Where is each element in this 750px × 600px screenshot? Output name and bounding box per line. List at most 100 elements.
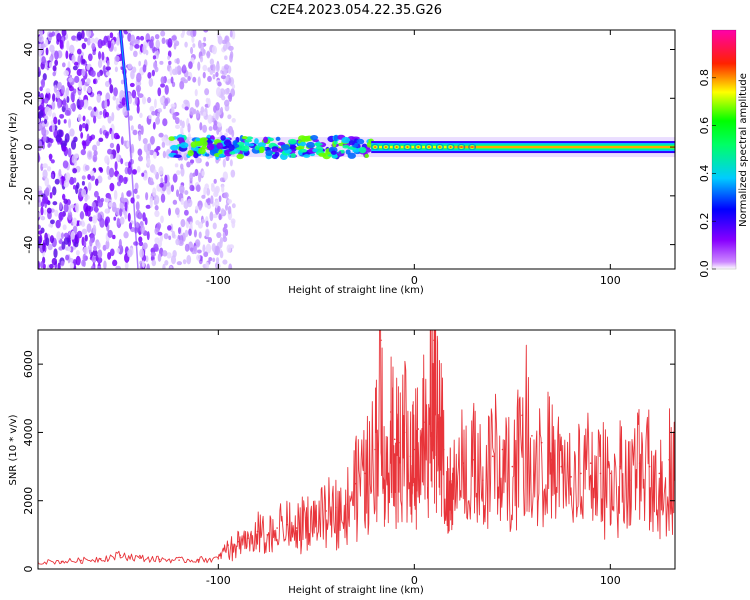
noise-blob: [174, 66, 178, 76]
noise-blob: [42, 163, 48, 169]
carrier-blob: [271, 148, 279, 153]
noise-blob: [67, 147, 72, 158]
noise-blob: [52, 186, 57, 196]
colorbar-ticks: 0.0 0.2 0.4 0.6 0.8: [698, 69, 716, 278]
noise-blob: [90, 175, 95, 181]
snr-point: [397, 441, 400, 444]
noise-blob: [192, 43, 196, 48]
noise-blob: [161, 141, 166, 148]
noise-blob: [43, 118, 48, 125]
noise-blob: [40, 201, 45, 208]
noise-blob: [184, 106, 189, 111]
snr-point: [648, 465, 651, 468]
snr-point: [462, 462, 465, 464]
noise-blob: [134, 182, 139, 191]
noise-blob: [160, 177, 164, 185]
noise-blob: [129, 115, 133, 121]
noise-blob: [86, 133, 90, 143]
carrier-blob: [195, 137, 201, 142]
noise-blob: [111, 201, 117, 212]
noise-blob: [101, 51, 105, 61]
carrier-blob: [312, 148, 318, 153]
noise-blob: [38, 118, 41, 124]
noise-blob: [182, 259, 187, 265]
noise-blob: [64, 133, 70, 143]
noise-blob: [157, 87, 162, 97]
snr-point: [246, 537, 249, 540]
noise-blob: [38, 185, 43, 191]
noise-blob: [86, 64, 91, 71]
noise-blob: [61, 145, 67, 152]
noise-blob: [115, 134, 121, 140]
noise-blob: [128, 95, 133, 105]
snr-point: [178, 559, 180, 561]
carrier-knot: [435, 144, 444, 151]
noise-blob: [228, 263, 233, 269]
noise-blob: [39, 234, 43, 244]
noise-blob: [123, 176, 128, 185]
noise-blob: [149, 39, 154, 49]
carrier-blob: [347, 152, 356, 159]
noise-blob: [180, 167, 185, 177]
snr-point: [266, 534, 269, 536]
noise-blob: [84, 164, 90, 171]
noise-blob: [212, 257, 216, 263]
noise-blob: [186, 217, 192, 222]
noise-blob: [206, 197, 211, 206]
noise-blob: [219, 250, 224, 259]
noise-blob: [107, 148, 113, 155]
noise-blob: [193, 245, 198, 255]
snr-ylabel: SNR (10 * v/v): [8, 414, 19, 485]
noise-blob: [76, 182, 80, 190]
noise-blob: [205, 243, 212, 254]
noise-blob: [138, 241, 144, 247]
noise-blob: [164, 260, 169, 266]
noise-blob: [113, 46, 117, 52]
noise-blob: [96, 256, 103, 264]
noise-blob: [136, 104, 140, 114]
spectrogram-ytick-label: -20: [22, 187, 35, 205]
noise-blob: [176, 170, 181, 176]
noise-blob: [229, 30, 233, 38]
noise-blob: [219, 88, 226, 97]
carrier-blob: [257, 142, 267, 147]
noise-blob: [104, 208, 109, 214]
noise-blob: [82, 140, 87, 150]
noise-blob: [45, 187, 50, 197]
noise-blob: [226, 244, 232, 253]
noise-blob: [193, 108, 197, 115]
noise-blob: [181, 103, 186, 109]
snr-ytick-label: 2000: [22, 487, 35, 515]
snr-point: [429, 411, 431, 413]
noise-blob: [145, 255, 149, 263]
noise-blob: [115, 97, 119, 106]
carrier-blob: [274, 151, 280, 157]
noise-blob: [57, 119, 61, 126]
colorbar-tick-label: 0.8: [698, 69, 711, 87]
noise-blob: [204, 88, 210, 96]
noise-blob: [59, 113, 65, 119]
snr-point: [638, 462, 641, 464]
carrier-blob: [275, 136, 281, 142]
noise-blob: [130, 34, 136, 45]
carrier-blob: [302, 135, 311, 142]
noise-blob: [179, 184, 185, 194]
noise-blob: [38, 66, 41, 73]
noise-blob: [38, 112, 43, 118]
noise-blob: [105, 92, 111, 102]
noise-blob: [227, 125, 234, 135]
noise-blob: [103, 260, 107, 269]
noise-blob: [40, 215, 46, 221]
noise-blob: [163, 233, 169, 240]
noise-blob: [106, 60, 110, 67]
noise-blob: [73, 136, 78, 143]
noise-blob: [96, 241, 101, 250]
noise-blob: [190, 247, 194, 252]
snr-point: [433, 339, 435, 342]
noise-blob: [153, 169, 157, 175]
noise-blob: [120, 158, 124, 165]
noise-blob: [202, 111, 207, 117]
snr-point: [442, 448, 445, 451]
snr-point: [452, 479, 455, 482]
noise-blob: [156, 112, 160, 119]
